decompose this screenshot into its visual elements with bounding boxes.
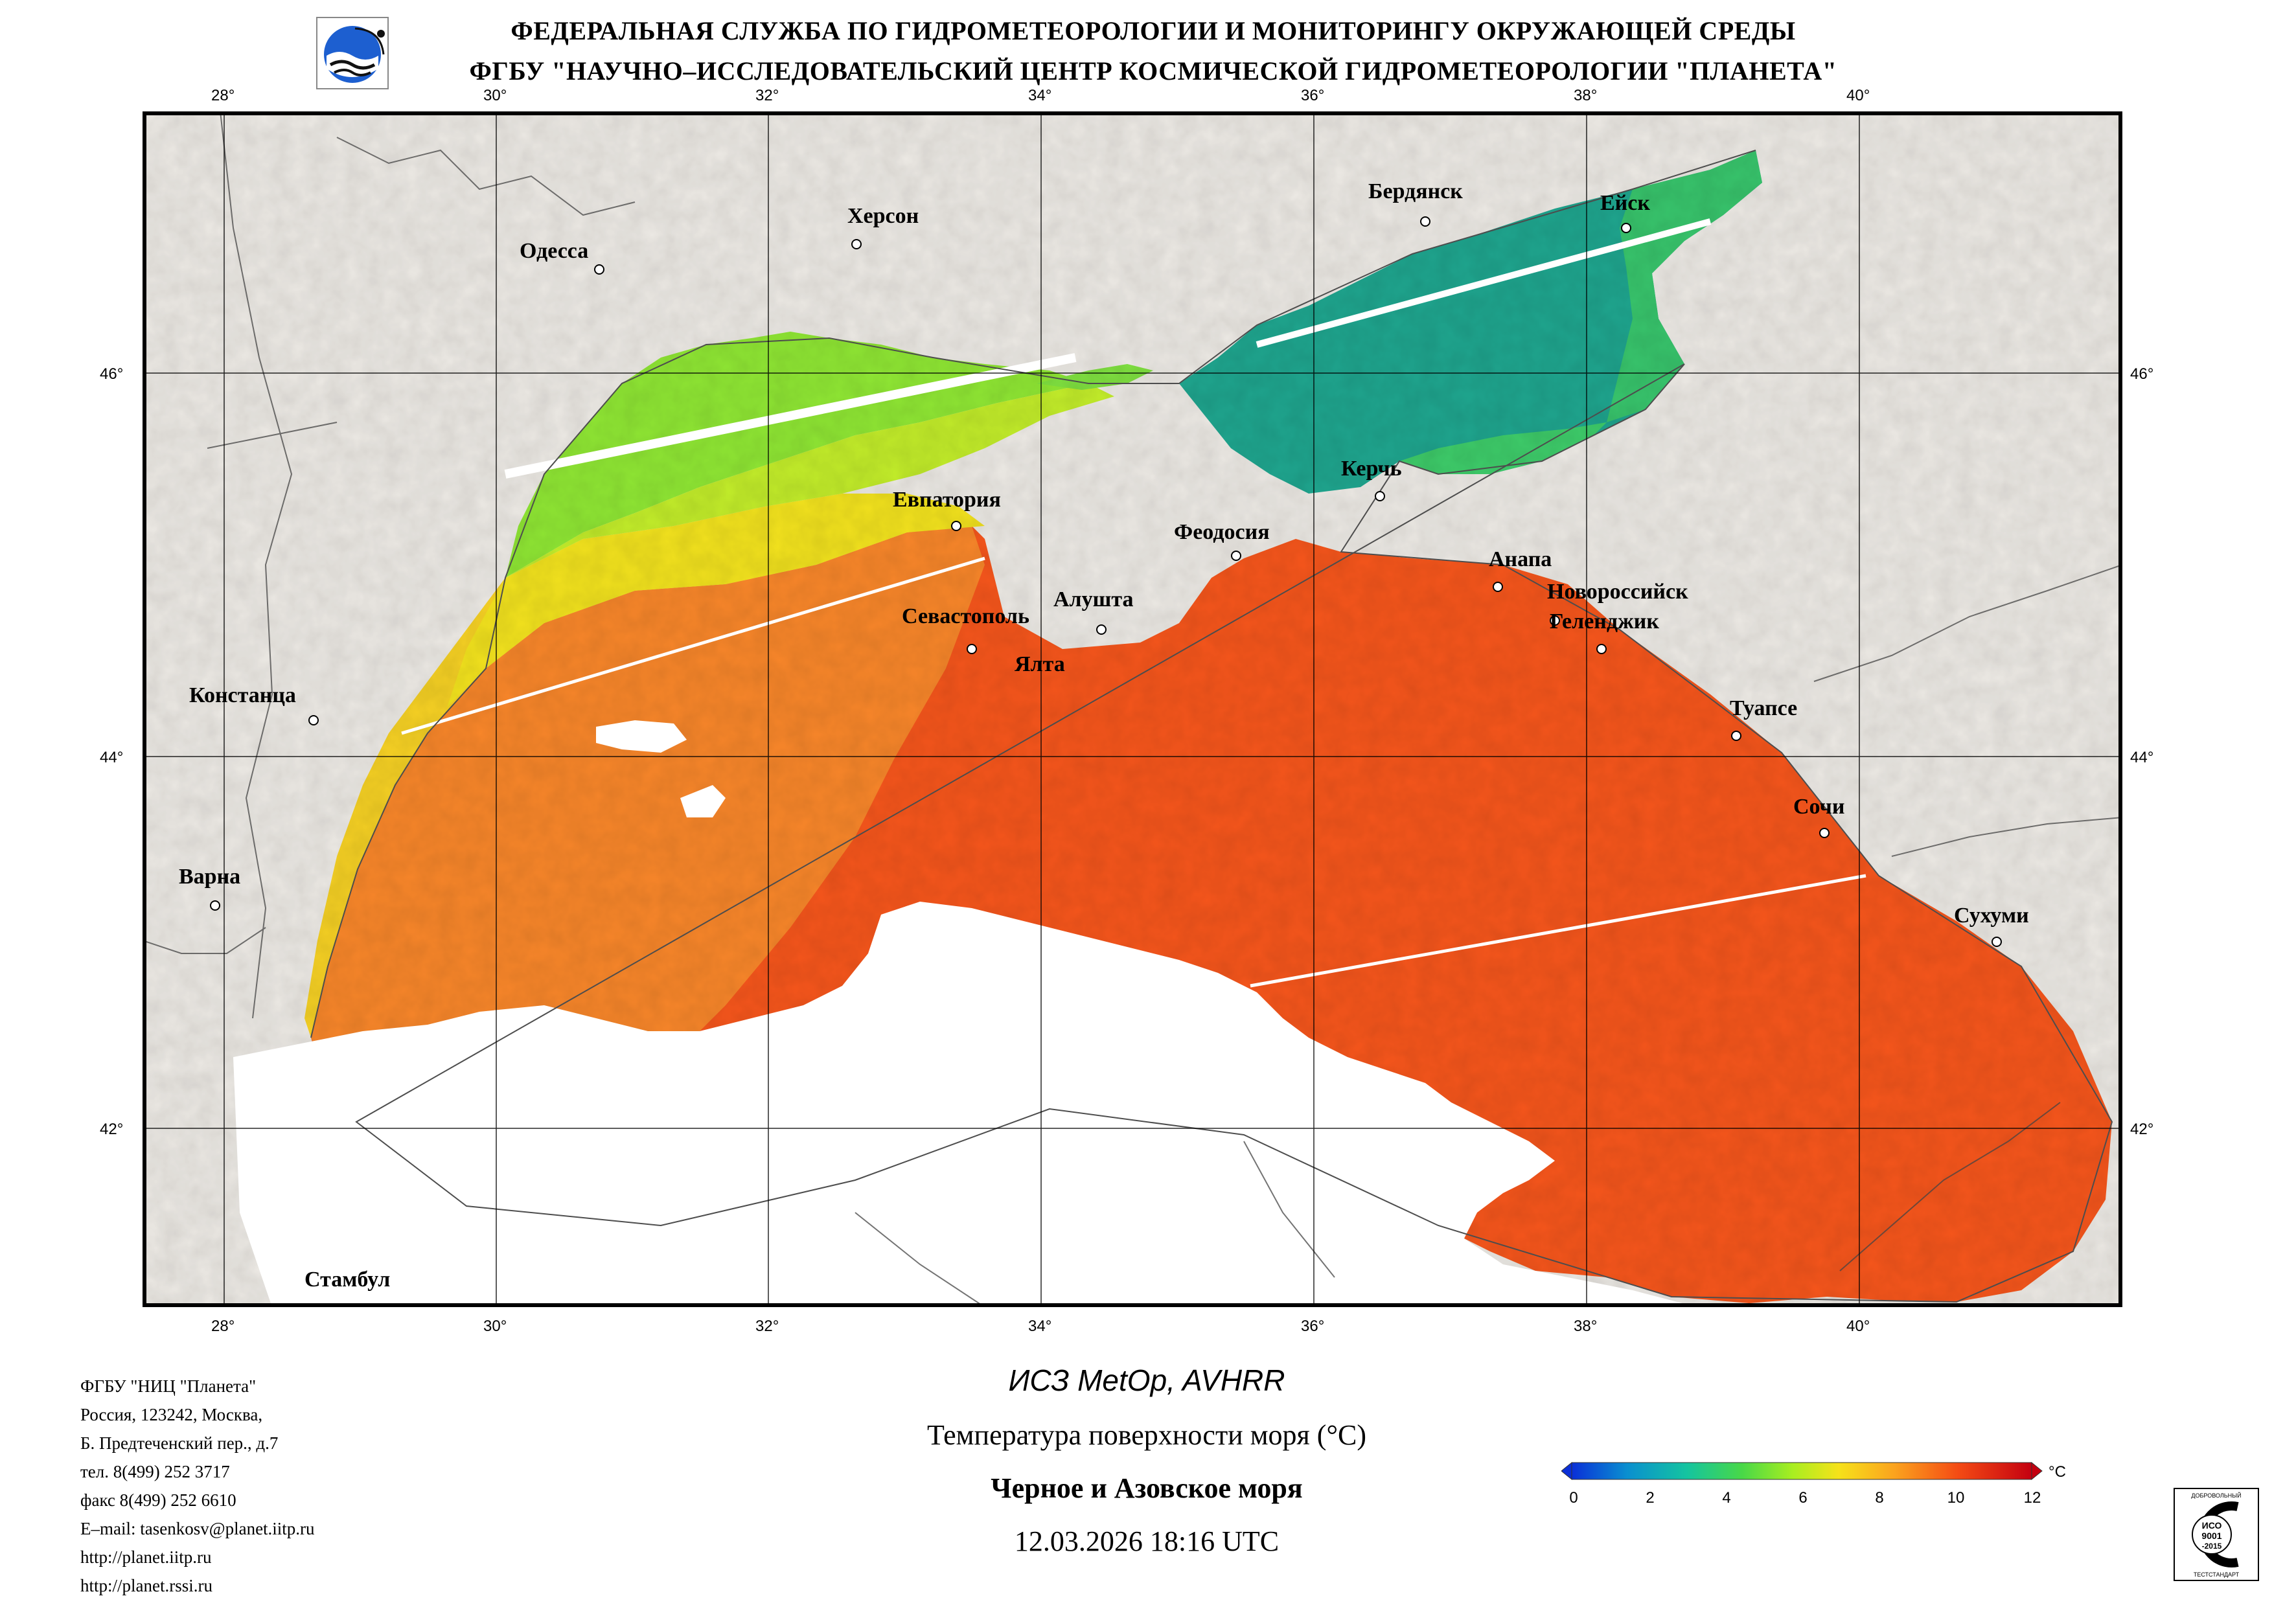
colorbar-tick: 6 [1798,1489,1807,1507]
swath-gap-2 [401,556,985,735]
lat-tick: 46° [2130,365,2154,383]
contact-fax: факс 8(499) 252 6610 [80,1490,236,1510]
datetime: 12.03.2026 18:16 UTC [1014,1525,1280,1557]
region-title: Черное и Азовское моря [991,1472,1303,1504]
colorbar-left-arrow [1561,1461,1572,1481]
iso-badge-line3: -2015 [2202,1542,2222,1551]
cloud-patch-central [680,785,726,817]
lon-tick: 36° [1301,87,1325,104]
contact-org: ФГБУ "НИЦ "Планета" [80,1376,257,1396]
contact-email[interactable]: E–mail: tasenkosv@planet.iitp.ru [80,1519,315,1538]
colorbar-tick: 12 [2024,1489,2041,1507]
swath-gap-1 [504,353,1077,479]
iso-badge-top: ДОБРОВОЛЬНЫЙ [2191,1492,2241,1499]
lat-ticks-left: 46° 44° 42° [97,111,136,1307]
contacts-block: ФГБУ "НИЦ "Планета" Россия, 123242, Моск… [80,1372,315,1600]
lon-tick: 34° [1028,1317,1052,1335]
cloud-cover-southwest [233,902,1697,1307]
lat-tick: 44° [2130,749,2154,766]
city-varna: Варна [179,865,240,889]
lon-tick: 32° [755,1317,779,1335]
city-sukhumi: Сухуми [1954,904,2029,928]
iso-badge-line1: ИСО [2202,1520,2222,1531]
contact-url-iitp[interactable]: http://planet.iitp.ru [80,1547,212,1567]
city-odessa: Одесса [520,239,588,263]
map-frame [143,111,2122,1307]
city-yevpatoriya: Евпатория [893,488,1001,512]
colorbar-tick: 0 [1569,1489,1578,1507]
cloud-patch-west [596,720,687,753]
city-constanta: Констанца [189,683,296,707]
contact-phone: тел. 8(499) 252 3717 [80,1462,230,1481]
iso-badge-line2: 9001 [2201,1531,2221,1541]
temperature-colorbar: °C 0 2 4 6 8 10 12 [1561,1461,2066,1507]
lon-tick: 34° [1028,87,1052,104]
city-yeysk: Ейск [1600,191,1650,215]
city-layer: Одесса Херсон Бердянск Ейск Евпатория Фе… [179,179,2029,1292]
lon-tick: 28° [211,1317,235,1335]
lon-tick: 38° [1574,87,1598,104]
lat-ticks-right: 46° 44° 42° [2128,111,2166,1307]
lon-tick: 32° [755,87,779,104]
lat-tick: 42° [100,1121,124,1138]
graticule [143,111,2122,1307]
satellite-title: ИСЗ MetOp, AVHRR [1008,1363,1285,1397]
lat-tick: 44° [100,749,124,766]
header-center: ФГБУ "НАУЧНО–ИССЛЕДОВАТЕЛЬСКИЙ ЦЕНТР КОС… [469,56,1837,85]
lon-tick: 36° [1301,1317,1325,1335]
city-berdyansk: Бердянск [1368,179,1463,203]
iso-badge-bottom: ТЕСТСТАНДАРТ [2194,1571,2240,1578]
city-istanbul: Стамбул [304,1268,390,1292]
city-anapa: Анапа [1489,547,1552,571]
planeta-logo [316,17,389,89]
colorbar-unit: °C [2049,1463,2066,1481]
city-novorossiysk: Новороссийск [1547,580,1688,604]
lon-tick: 38° [1574,1317,1598,1335]
contact-country: Россия, 123242, Москва, [80,1405,263,1424]
contact-url-rssi[interactable]: http://planet.rssi.ru [80,1576,212,1595]
city-tuapse: Туапсе [1730,696,1797,720]
city-sochi: Сочи [1793,795,1844,819]
colorbar-gradient [1571,1462,2032,1480]
swath-gap-3 [1256,218,1712,348]
swath-gap-4 [1250,874,1866,988]
colorbar-tick: 4 [1722,1489,1730,1507]
city-yalta: Ялта [1015,652,1065,676]
city-kerch: Керчь [1341,457,1402,481]
city-kherson: Херсон [847,204,919,228]
city-feodosiya: Феодосия [1174,520,1270,544]
colorbar-tick: 2 [1646,1489,1654,1507]
lon-tick: 30° [483,87,507,104]
lon-tick: 30° [483,1317,507,1335]
contact-street: Б. Предтеченский пер., д.7 [80,1433,279,1453]
lon-tick: 40° [1846,87,1870,104]
header-agency: ФЕДЕРАЛЬНАЯ СЛУЖБА ПО ГИДРОМЕТЕОРОЛОГИИ … [511,16,1796,45]
lat-tick: 42° [2130,1121,2154,1138]
city-sevastopol: Севастополь [902,604,1029,628]
city-gelendzhik: Геленджик [1550,610,1659,633]
city-alushta: Алушта [1053,587,1133,611]
colorbar-right-arrow [2031,1461,2043,1481]
iso-9001-badge: ДОБРОВОЛЬНЫЙ ИСО 9001 -2015 ТЕСТСТАНДАРТ [2174,1488,2259,1581]
lon-tick: 40° [1846,1317,1870,1335]
lon-ticks-top: 28° 30° 32° 34° 36° 38° 40° [143,87,2122,106]
lon-tick: 28° [211,87,235,104]
lon-ticks-bottom: 28° 30° 32° 34° 36° 38° 40° [143,1317,2122,1337]
parameter-title: Температура поверхности моря (°C) [926,1419,1367,1451]
sst-map: 28° Одесса Херсон Бердянск Ейск Евпатори… [143,111,2122,1307]
colorbar-tick: 8 [1875,1489,1883,1507]
coastline [310,150,2113,1303]
lat-tick: 46° [100,365,124,383]
colorbar-tick: 10 [1947,1489,1965,1507]
